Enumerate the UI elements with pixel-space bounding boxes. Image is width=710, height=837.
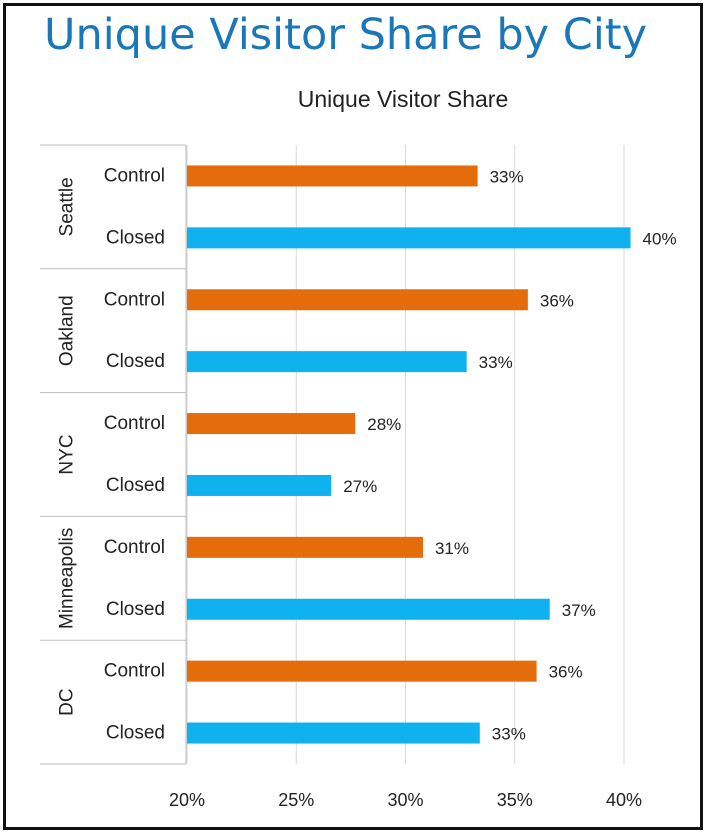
city-label: Seattle (57, 177, 78, 236)
data-label: 33% (479, 353, 513, 372)
slide-title: Unique Visitor Share by City (44, 10, 648, 60)
bar-category-label: Closed (106, 227, 165, 248)
bar-closed (187, 722, 480, 744)
data-label: 28% (367, 415, 401, 434)
bar-closed (187, 351, 467, 373)
data-label: 31% (435, 539, 469, 558)
city-label: DC (57, 688, 78, 715)
bar-closed (187, 598, 550, 620)
bar-category-label: Control (104, 289, 165, 310)
bar-category-label: Control (104, 165, 165, 186)
data-label: 33% (492, 725, 526, 744)
bar-control (187, 536, 423, 558)
city-label: Oakland (57, 295, 78, 366)
data-label: 37% (562, 601, 596, 620)
data-label: 36% (549, 663, 583, 682)
bar-control (187, 413, 356, 435)
data-label: 36% (540, 291, 574, 310)
x-tick-label: 30% (387, 790, 423, 810)
bar-category-label: Closed (106, 599, 165, 620)
bar-closed (187, 227, 631, 249)
x-tick-label: 35% (497, 790, 533, 810)
bar-category-label: Control (104, 537, 165, 558)
chart-title: Unique Visitor Share (297, 86, 509, 112)
bar-category-label: Closed (106, 475, 165, 496)
bar-category-label: Control (104, 413, 165, 434)
bar-closed (187, 474, 332, 496)
data-label: 40% (643, 229, 677, 248)
data-label: 27% (343, 477, 377, 496)
city-label: Minneapolis (57, 528, 78, 629)
x-tick-label: 40% (606, 790, 642, 810)
slide-frame (3, 3, 703, 830)
x-tick-label: 25% (278, 790, 314, 810)
bar-control (187, 289, 528, 311)
data-label: 33% (490, 167, 524, 186)
bar-category-label: Control (104, 661, 165, 682)
city-label: NYC (57, 434, 78, 474)
bar-category-label: Closed (106, 351, 165, 372)
bar-category-label: Closed (106, 723, 165, 744)
bar-control (187, 660, 537, 682)
bar-control (187, 165, 478, 187)
x-tick-label: 20% (169, 790, 205, 810)
